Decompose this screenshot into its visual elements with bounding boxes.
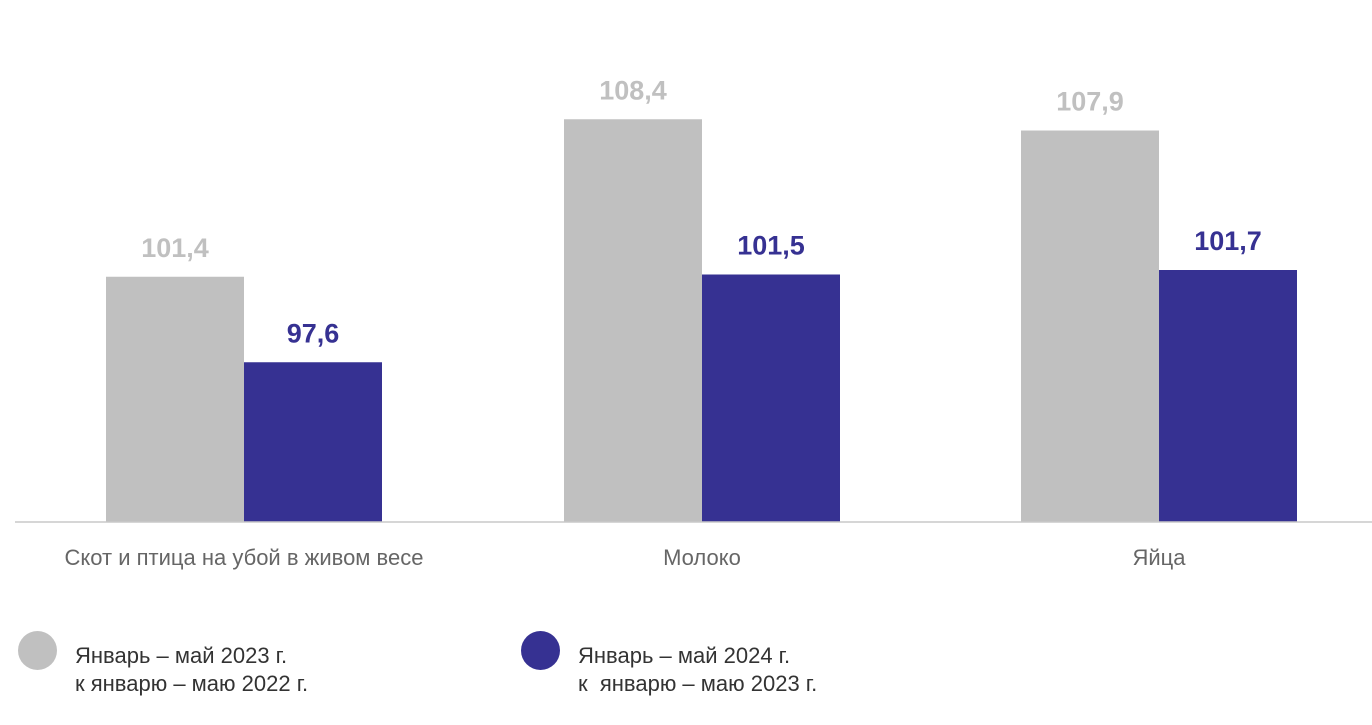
- legend-label-line-2: к январю – маю 2022 г.: [75, 671, 309, 696]
- bar-series-1-cat-3: [1021, 130, 1159, 522]
- data-label-series-1-cat-2: 108,4: [599, 75, 667, 105]
- category-labels: Скот и птица на убой в живом весе Молоко Я…: [65, 545, 1187, 570]
- data-label-series-1-cat-3: 107,9: [1056, 87, 1124, 117]
- category-label-1: Скот и птица на убой в живом весе: [65, 545, 424, 570]
- legend-item-series-1: Январь – май 2023 г. к январю – маю 2022…: [18, 630, 308, 698]
- category-label-3: Яйца: [1132, 545, 1186, 570]
- bar-series-2-cat-3: [1159, 270, 1297, 522]
- legend-label-line-2: к январю – маю 2023 г.: [578, 671, 818, 696]
- bar-series-2-cat-1: [244, 362, 382, 522]
- legend-label: Январь – май 2024 г. к январю – маю 2023…: [578, 642, 817, 698]
- category-label-2: Молоко: [663, 545, 741, 570]
- legend-label-line-1: Январь – май 2023 г.: [75, 643, 288, 668]
- legend-label: Январь – май 2023 г. к январю – маю 2022…: [75, 642, 308, 698]
- bars-group: 101,4 97,6 108,4 101,5 107,9 101,7: [106, 75, 1297, 522]
- data-label-series-2-cat-1: 97,6: [287, 318, 340, 348]
- legend-label-line-1: Январь – май 2024 г.: [578, 643, 791, 668]
- legend-swatch-circle-icon: [521, 631, 560, 670]
- bar-series-2-cat-2: [702, 274, 840, 522]
- data-label-series-1-cat-1: 101,4: [141, 233, 209, 263]
- bar-series-1-cat-2: [564, 119, 702, 522]
- bar-series-1-cat-1: [106, 276, 244, 522]
- legend-swatch-circle-icon: [18, 631, 57, 670]
- legend-item-series-2: Январь – май 2024 г. к январю – маю 2023…: [521, 630, 817, 698]
- data-label-series-2-cat-2: 101,5: [737, 231, 805, 261]
- data-label-series-2-cat-3: 101,7: [1194, 226, 1262, 256]
- bar-chart: 101,4 97,6 108,4 101,5 107,9 101,7 Скот и пти…: [15, 75, 1372, 570]
